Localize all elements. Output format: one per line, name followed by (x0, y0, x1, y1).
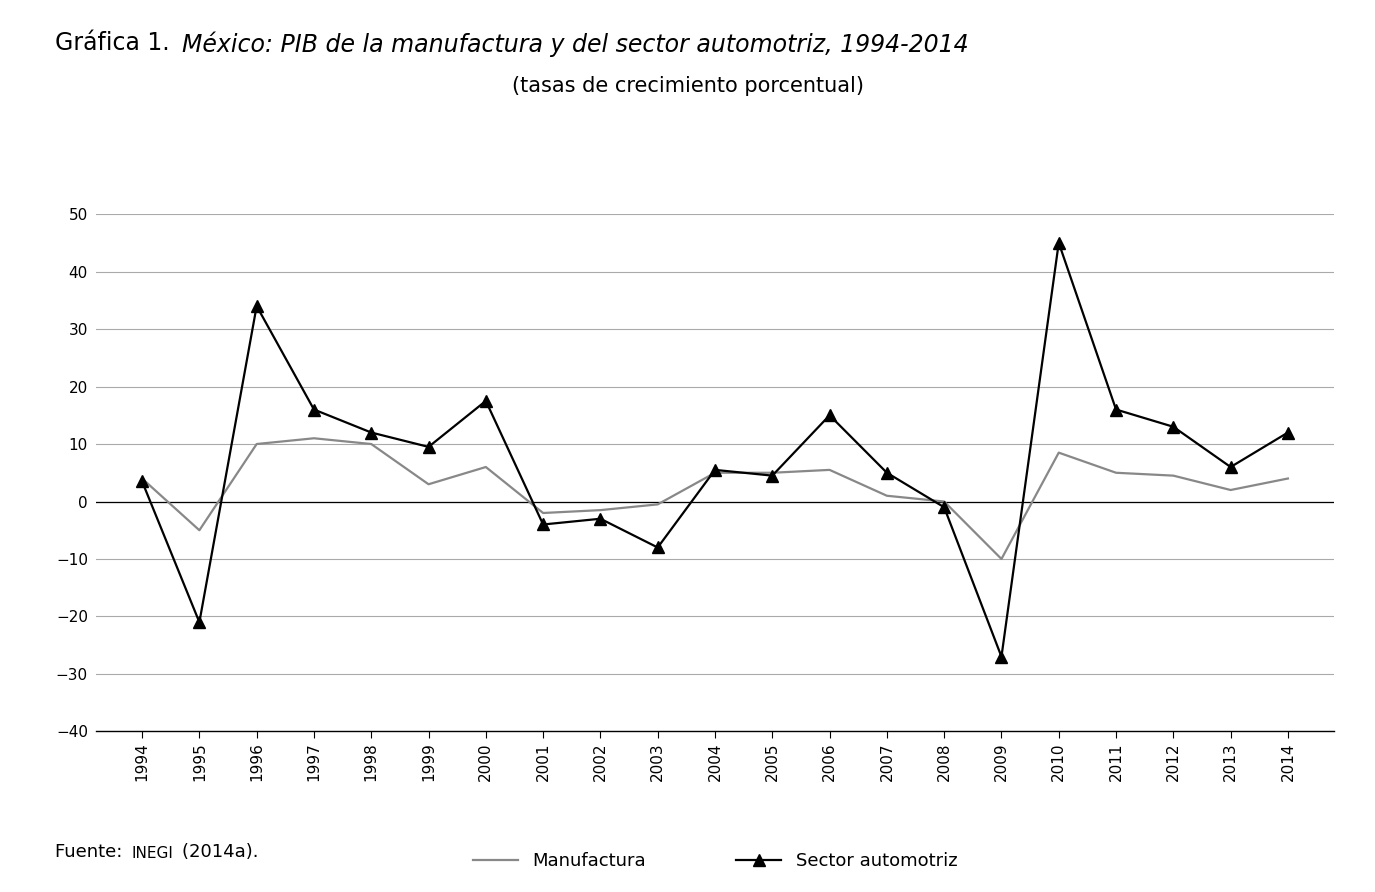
Text: (tasas de crecimiento porcentual): (tasas de crecimiento porcentual) (512, 76, 864, 95)
Text: (2014a).: (2014a). (173, 843, 258, 861)
Text: Fuente:: Fuente: (55, 843, 132, 861)
Text: INEGI: INEGI (132, 846, 173, 861)
Text: Gráfica 1.: Gráfica 1. (55, 31, 182, 55)
Text: México: PIB de la manufactura y del sector automotriz, 1994-2014: México: PIB de la manufactura y del sect… (182, 31, 968, 57)
Legend: Manufactura, Sector automotriz: Manufactura, Sector automotriz (465, 846, 965, 878)
